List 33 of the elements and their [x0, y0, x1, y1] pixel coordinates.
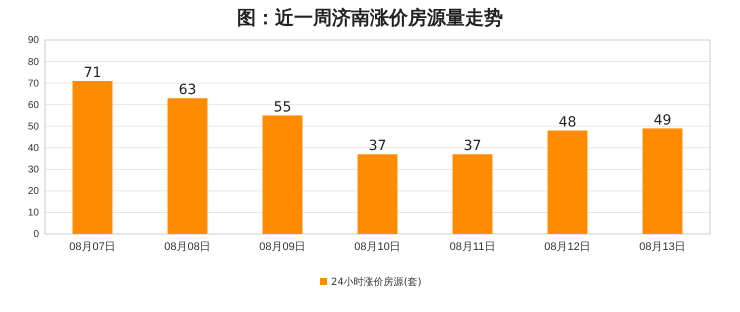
y-tick-label: 50 [28, 121, 40, 132]
x-tick-label: 08月10日 [354, 240, 401, 253]
y-tick-label: 20 [28, 186, 40, 198]
x-tick-label: 08月13日 [639, 240, 686, 253]
x-tick-label: 08月08日 [164, 240, 211, 253]
bar [72, 80, 112, 234]
y-tick-label: 30 [28, 164, 40, 176]
legend-label: 24小时涨价房源(套) [331, 276, 422, 288]
y-tick-label: 40 [28, 142, 40, 154]
y-tick-label: 70 [28, 78, 40, 90]
y-tick-label: 80 [28, 56, 40, 68]
y-tick-label: 90 [28, 35, 40, 46]
bar [642, 128, 682, 234]
x-tick-label: 08月07日 [69, 240, 116, 253]
bar [548, 130, 588, 234]
y-tick-label: 10 [28, 208, 40, 219]
y-tick-label: 60 [28, 100, 40, 111]
x-tick-label: 08月11日 [450, 240, 496, 253]
chart-title: 图：近一周济南涨价房源量走势 [237, 7, 503, 29]
bar [262, 115, 302, 234]
data-label: 48 [558, 114, 576, 131]
data-label: 71 [84, 64, 102, 81]
x-tick-label: 08月12日 [544, 240, 591, 253]
data-label: 49 [654, 112, 672, 128]
y-tick-label: 0 [33, 229, 40, 240]
bar [168, 98, 208, 234]
x-tick-label: 08月09日 [259, 240, 306, 253]
data-label: 55 [274, 99, 292, 116]
bar [358, 154, 398, 234]
data-label: 37 [368, 138, 386, 154]
data-label: 37 [464, 138, 482, 154]
bar [452, 154, 492, 234]
data-label: 63 [178, 82, 196, 98]
